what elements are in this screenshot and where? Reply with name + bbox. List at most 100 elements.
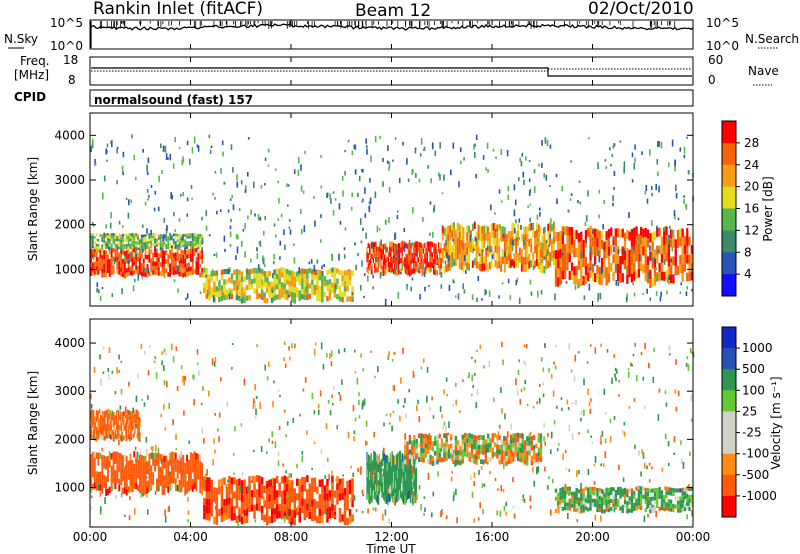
echo-cell — [421, 255, 423, 261]
echo-cell — [97, 244, 100, 247]
echo-cell — [670, 238, 673, 248]
echo-cell — [619, 494, 622, 499]
echo-cell — [129, 431, 131, 437]
echo-cell — [318, 270, 322, 276]
echo-cell — [172, 253, 175, 258]
echo-cell — [104, 426, 106, 431]
echo-cell — [584, 486, 588, 491]
echo-cell — [483, 255, 486, 264]
echo-cell — [690, 245, 693, 254]
echo-cell — [133, 240, 136, 243]
speckle-cell — [568, 343, 571, 350]
echo-cell — [248, 279, 251, 285]
speckle-cell — [355, 509, 358, 513]
echo-cell — [140, 263, 143, 268]
speckle-cell — [609, 147, 611, 151]
speckle-cell — [673, 210, 676, 216]
echo-cell — [253, 273, 256, 279]
echo-cell — [384, 461, 386, 470]
echo-cell — [427, 459, 430, 464]
echo-cell — [351, 492, 354, 500]
echo-cell — [301, 278, 304, 284]
speckle-cell — [247, 215, 249, 220]
echo-cell — [240, 509, 244, 517]
echo-cell — [331, 510, 334, 518]
echo-cell — [193, 245, 196, 249]
echo-cell — [577, 242, 581, 252]
echo-cell — [93, 476, 96, 483]
echo-cell — [189, 464, 192, 472]
echo-cell — [505, 233, 508, 242]
echo-cell — [594, 498, 597, 503]
echo-cell — [273, 290, 276, 296]
echo-cell — [159, 247, 162, 250]
speckle-cell — [527, 205, 529, 208]
speckle-cell — [229, 231, 232, 237]
echo-cell — [328, 268, 332, 274]
echo-cell — [439, 269, 441, 275]
echo-cell — [152, 238, 155, 241]
speckle-cell — [560, 397, 563, 401]
speckle-cell — [360, 353, 362, 358]
echo-cell — [142, 234, 145, 238]
echo-cell — [291, 487, 294, 495]
speckle-cell — [496, 511, 498, 516]
speckle-cell — [590, 344, 592, 347]
echo-cell — [108, 241, 111, 244]
echo-cell — [577, 233, 581, 243]
echo-cell — [498, 449, 501, 455]
echo-cell — [127, 473, 130, 480]
echo-cell — [255, 278, 259, 284]
echo-cell — [492, 230, 495, 238]
echo-cell — [301, 283, 304, 289]
echo-cell — [115, 420, 117, 425]
echo-cell — [389, 470, 391, 479]
echo-cell — [385, 242, 387, 248]
echo-cell — [167, 460, 170, 467]
echo-cell — [197, 270, 200, 275]
echo-cell — [119, 414, 121, 420]
echo-cell — [651, 277, 654, 287]
echo-cell — [477, 224, 480, 232]
echo-cell — [186, 461, 188, 468]
echo-cell — [409, 478, 412, 487]
speckle-cell — [341, 175, 344, 181]
echo-cell — [280, 287, 284, 293]
echo-cell — [503, 234, 506, 243]
speckle-cell — [648, 462, 651, 466]
echo-cell — [377, 246, 379, 252]
echo-cell — [505, 249, 508, 257]
echo-cell — [225, 498, 229, 506]
echo-cell — [157, 237, 160, 240]
echo-cell — [421, 271, 423, 277]
speckle-cell — [90, 145, 93, 153]
echo-cell — [658, 486, 661, 491]
echo-cell — [492, 252, 495, 260]
speckle-cell — [173, 212, 175, 217]
echo-cell — [463, 432, 467, 438]
echo-cell — [152, 235, 155, 239]
echo-cell — [441, 233, 444, 241]
speckle-cell — [602, 224, 604, 230]
echo-cell — [135, 470, 138, 477]
echo-cell — [301, 491, 304, 499]
speckle-cell — [424, 507, 426, 513]
speckle-cell — [236, 246, 239, 254]
echo-cell — [193, 269, 196, 274]
echo-cell — [110, 246, 113, 249]
speckle-cell — [109, 222, 112, 229]
echo-cell — [159, 241, 162, 245]
echo-cell — [118, 425, 120, 430]
echo-cell — [417, 246, 420, 253]
colorbar-tick-label: 8 — [744, 245, 752, 259]
echo-cell — [580, 488, 583, 493]
speckle-cell — [482, 155, 485, 160]
echo-cell — [397, 248, 400, 254]
echo-cell — [464, 258, 467, 266]
echo-cell — [197, 261, 200, 266]
speckle-cell — [294, 343, 296, 349]
speckle-cell — [300, 164, 302, 171]
speckle-cell — [507, 194, 510, 200]
echo-cell — [411, 455, 414, 460]
echo-cell — [97, 425, 99, 431]
